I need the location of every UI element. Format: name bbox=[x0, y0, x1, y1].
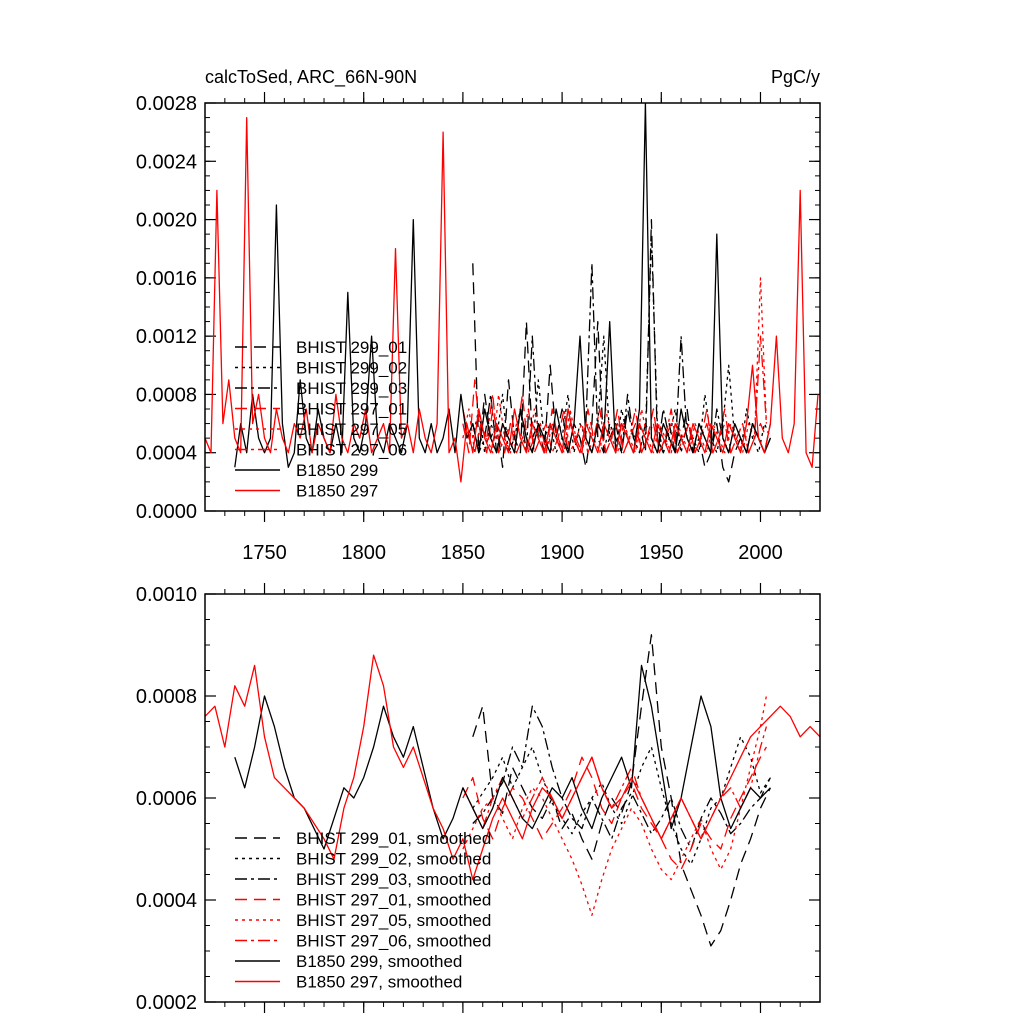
top-chart-title: calcToSed, ARC_66N-90N bbox=[205, 67, 417, 88]
legend-label: BHIST 299_01, smoothed bbox=[296, 829, 491, 848]
x-tick-label: 2000 bbox=[738, 542, 783, 564]
y-tick-label: 0.0008 bbox=[136, 384, 197, 406]
series-line-2 bbox=[472, 705, 771, 850]
legend-label: BHIST 299_03 bbox=[296, 379, 407, 398]
y-tick-label: 0.0028 bbox=[136, 93, 197, 115]
y-tick-label: 0.0020 bbox=[136, 210, 197, 232]
bottom-legend: BHIST 299_01, smoothed BHIST 299_02, smoo… bbox=[235, 829, 491, 992]
legend-label: B1850 299, smoothed bbox=[296, 952, 462, 971]
top-series-group bbox=[204, 102, 819, 483]
series-line-2 bbox=[472, 262, 772, 454]
series-line-0 bbox=[472, 634, 771, 947]
x-tick-label: 1800 bbox=[341, 542, 386, 564]
top-plot-frame bbox=[204, 102, 821, 512]
legend-label: B1850 299 bbox=[296, 461, 378, 480]
bottom-series-group bbox=[204, 634, 821, 947]
legend-label: BHIST 297_01, smoothed bbox=[296, 891, 491, 910]
y-tick-label: 0.0004 bbox=[136, 443, 197, 465]
y-tick-label: 0.0006 bbox=[136, 788, 197, 810]
top-chart-units: PgC/y bbox=[771, 67, 820, 87]
x-tick-label: 1850 bbox=[441, 542, 486, 564]
legend-label: BHIST 297_06 bbox=[296, 441, 407, 460]
y-tick-label: 0.0024 bbox=[136, 151, 197, 173]
legend-label: BHIST 299_02 bbox=[296, 359, 407, 378]
x-tick-label: 1950 bbox=[639, 542, 684, 564]
series-line-7 bbox=[204, 116, 819, 483]
legend-label: BHIST 297_06, smoothed bbox=[296, 932, 491, 951]
series-line-0 bbox=[472, 218, 772, 483]
y-tick-label: 0.0010 bbox=[136, 584, 197, 606]
legend-label: BHIST 297_01 bbox=[296, 400, 407, 419]
legend-label: BHIST 299_01 bbox=[296, 338, 407, 357]
series-line-7 bbox=[204, 654, 821, 881]
x-tick-label: 1900 bbox=[540, 542, 585, 564]
bottom-panel: 0.0002 0.0004 0.0006 0.0008 0.0010 BHIST 299… bbox=[136, 583, 821, 1014]
series-line-4 bbox=[462, 695, 768, 916]
legend-label: BHIST 299_03, smoothed bbox=[296, 870, 491, 889]
y-tick-label: 0.0016 bbox=[136, 268, 197, 290]
legend-label: BHIST 299_02, smoothed bbox=[296, 850, 491, 869]
top-ticks: 0.0000 0.0004 0.0008 0.0012 0.0016 0.0020 0.00… bbox=[136, 92, 820, 564]
legend-label: BHIST 297_05 bbox=[296, 420, 407, 439]
legend-label: B1850 297 bbox=[296, 482, 378, 501]
legend-label: BHIST 297_05, smoothed bbox=[296, 911, 491, 930]
legend-label: B1850 297, smoothed bbox=[296, 973, 462, 992]
top-panel: calcToSed, ARC_66N-90N PgC/y 0.00000.000… bbox=[136, 67, 821, 564]
y-tick-label: 0.0012 bbox=[136, 326, 197, 348]
y-tick-label: 0.0004 bbox=[136, 890, 197, 912]
bottom-plot-frame bbox=[204, 593, 821, 1003]
y-tick-label: 0.0002 bbox=[136, 992, 197, 1014]
y-tick-label: 0.0008 bbox=[136, 686, 197, 708]
series-line-3 bbox=[462, 746, 767, 871]
x-tick-label: 1750 bbox=[242, 542, 287, 564]
series-line-3 bbox=[462, 379, 768, 454]
y-tick-label: 0.0000 bbox=[136, 501, 197, 523]
